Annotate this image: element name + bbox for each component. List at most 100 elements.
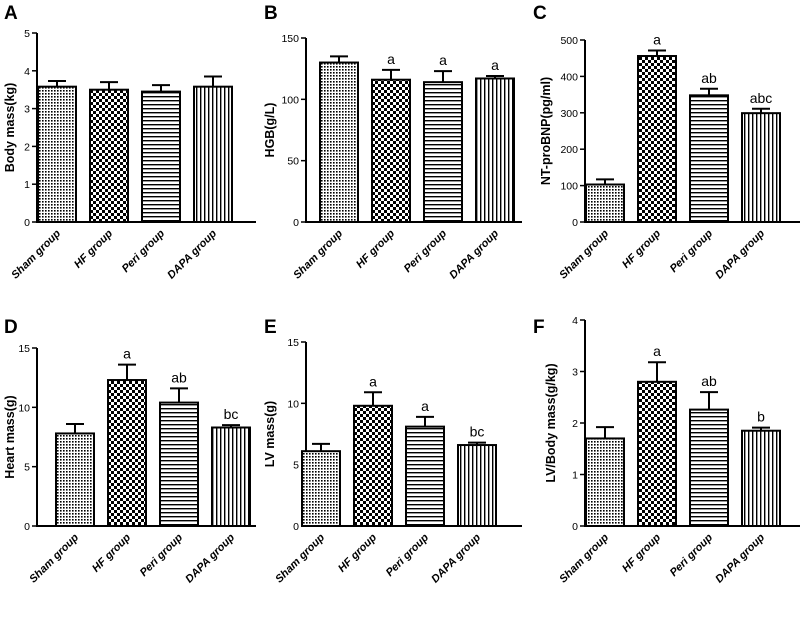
bar-dapa-group bbox=[193, 85, 233, 224]
bar-dapa-group bbox=[741, 112, 781, 223]
y-tick-label: 1 bbox=[24, 179, 30, 191]
significance-label: abc bbox=[750, 90, 773, 106]
bar-sham-group bbox=[301, 450, 341, 528]
category-label: DAPA group bbox=[713, 227, 767, 281]
category-label: Sham group bbox=[27, 531, 81, 585]
y-tick-label: 1 bbox=[572, 470, 578, 482]
y-tick-label: 10 bbox=[18, 402, 30, 414]
y-tick-label: 3 bbox=[24, 104, 30, 116]
bar-sham-group bbox=[37, 85, 77, 224]
significance-label: ab bbox=[701, 373, 717, 389]
y-tick-label: 100 bbox=[281, 94, 299, 106]
bar-hf-group bbox=[637, 55, 677, 223]
panel-letter: E bbox=[264, 317, 277, 338]
significance-label: a bbox=[491, 57, 499, 73]
y-tick-label: 200 bbox=[560, 144, 578, 156]
bar-dapa-group bbox=[211, 426, 251, 527]
category-label: HF group bbox=[354, 227, 397, 270]
category-label: HF group bbox=[620, 531, 663, 574]
category-label: HF group bbox=[72, 227, 115, 270]
y-axis-label: LV mass(g) bbox=[263, 401, 277, 467]
y-tick-label: 50 bbox=[287, 156, 299, 168]
category-label: Peri group bbox=[668, 531, 716, 579]
category-label: Sham group bbox=[557, 227, 611, 281]
chart-panel-d: D 0 5 10 15 Heart mass(g) Sham group a HF group a… bbox=[3, 317, 256, 585]
y-tick-label: 2 bbox=[24, 141, 30, 153]
category-label: HF group bbox=[620, 227, 663, 270]
panel-letter: F bbox=[533, 317, 545, 338]
category-label: Peri group bbox=[668, 227, 716, 275]
y-tick-label: 0 bbox=[572, 521, 578, 533]
y-axis-label: HGB(g/L) bbox=[263, 103, 277, 158]
y-tick-label: 500 bbox=[560, 35, 578, 47]
bar-hf-group bbox=[89, 88, 129, 223]
y-tick-label: 3 bbox=[572, 367, 578, 379]
y-axis-label: LV/Body mass(g/kg) bbox=[544, 363, 558, 482]
category-label: Peri group bbox=[138, 531, 186, 579]
y-axis-label: NT-proBNP(pg/ml) bbox=[539, 77, 553, 185]
y-axis-label: Body mass(kg) bbox=[3, 83, 17, 173]
chart-panel-e: E 0 5 10 15 LV mass(g) Sham group a HF group a Per… bbox=[263, 317, 522, 585]
bar-sham-group bbox=[585, 183, 625, 223]
bar-peri-group bbox=[423, 81, 463, 223]
y-axis-label: Heart mass(g) bbox=[3, 395, 17, 478]
category-label: DAPA group bbox=[713, 531, 767, 585]
category-label: HF group bbox=[90, 531, 133, 574]
category-label: DAPA group bbox=[183, 531, 237, 585]
y-tick-label: 150 bbox=[281, 33, 299, 45]
bar-peri-group bbox=[405, 425, 445, 528]
bar-peri-group bbox=[159, 401, 199, 527]
chart-panel-f: F 0 1 2 3 4 LV/Body mass(g/kg) Sham group a HF gr… bbox=[533, 315, 800, 585]
bar-hf-group bbox=[371, 78, 411, 223]
y-tick-label: 5 bbox=[24, 462, 30, 474]
bar-sham-group bbox=[585, 437, 625, 528]
y-tick-label: 10 bbox=[287, 398, 299, 410]
bar-hf-group bbox=[637, 380, 677, 527]
category-label: Sham group bbox=[291, 227, 345, 281]
y-tick-label: 4 bbox=[572, 315, 578, 327]
category-label: DAPA group bbox=[447, 227, 501, 281]
category-label: Sham group bbox=[557, 531, 611, 585]
bar-peri-group bbox=[689, 94, 729, 223]
significance-label: a bbox=[439, 52, 447, 68]
panel-letter: D bbox=[4, 317, 18, 338]
category-label: HF group bbox=[336, 531, 379, 574]
y-tick-label: 0 bbox=[24, 217, 30, 229]
significance-label: ab bbox=[171, 369, 187, 385]
panel-letter: B bbox=[264, 3, 278, 24]
category-label: Sham group bbox=[9, 227, 63, 281]
bar-dapa-group bbox=[475, 77, 515, 224]
significance-label: a bbox=[387, 51, 395, 67]
y-tick-label: 15 bbox=[287, 337, 299, 349]
category-label: Peri group bbox=[384, 531, 432, 579]
y-tick-label: 2 bbox=[572, 418, 578, 430]
bar-hf-group bbox=[353, 404, 393, 527]
y-tick-label: 100 bbox=[560, 181, 578, 193]
chart-panel-a: A 0 1 2 3 4 5 Body mass(kg) Sham group HF group Pe… bbox=[3, 3, 256, 281]
category-label: DAPA group bbox=[429, 531, 483, 585]
bar-hf-group bbox=[107, 379, 147, 528]
category-label: Peri group bbox=[120, 227, 168, 275]
significance-label: a bbox=[653, 32, 661, 48]
y-tick-label: 0 bbox=[293, 521, 299, 533]
significance-label: bc bbox=[224, 406, 239, 422]
significance-label: a bbox=[123, 346, 131, 362]
category-label: Peri group bbox=[402, 227, 450, 275]
category-label: DAPA group bbox=[165, 227, 219, 281]
y-tick-label: 5 bbox=[293, 460, 299, 472]
y-tick-label: 0 bbox=[572, 217, 578, 229]
significance-label: bc bbox=[470, 424, 485, 440]
y-tick-label: 5 bbox=[24, 28, 30, 40]
panel-letter: C bbox=[533, 3, 547, 24]
bar-sham-group bbox=[55, 432, 95, 527]
significance-label: ab bbox=[701, 70, 717, 86]
category-label: Sham group bbox=[273, 531, 327, 585]
bar-sham-group bbox=[319, 61, 359, 223]
bar-dapa-group bbox=[457, 444, 497, 528]
significance-label: a bbox=[653, 343, 661, 359]
y-tick-label: 400 bbox=[560, 71, 578, 83]
y-tick-label: 15 bbox=[18, 343, 30, 355]
y-tick-label: 0 bbox=[24, 521, 30, 533]
chart-panel-b: B 0 50 100 150 HGB(g/L) Sham group a HF group a Pe… bbox=[263, 3, 522, 281]
